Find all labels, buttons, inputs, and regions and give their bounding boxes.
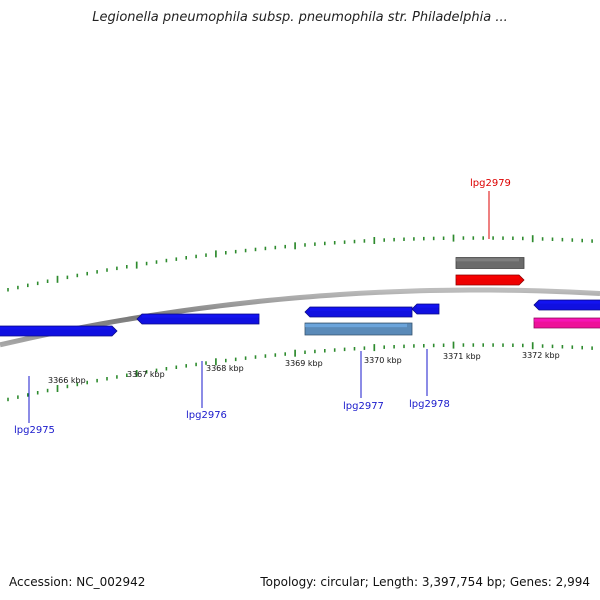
map-title: Legionella pneumophila subsp. pneumophil…: [92, 10, 508, 25]
gene-label-text: lpg2975: [14, 425, 55, 436]
gene-label-lpg2979[interactable]: lpg2979: [470, 178, 511, 239]
gene-feature[interactable]: [455, 257, 525, 269]
accession-text: Accession: NC_002942: [9, 575, 146, 589]
scale-label: 3368 kbp: [206, 364, 244, 373]
scale-label: 3367 kbp: [127, 370, 165, 379]
topology-text: Topology: circular; Length: 3,397,754 bp…: [260, 575, 590, 589]
outer-tick-row: [7, 234, 593, 292]
gene-label-lpg2976[interactable]: lpg2976: [186, 361, 227, 421]
scale-label: 3369 kbp: [285, 359, 323, 368]
gene-feature[interactable]: [304, 306, 413, 318]
gene-label-text: lpg2978: [409, 399, 450, 410]
genome-backbone: [0, 287, 600, 348]
scale-label: 3371 kbp: [443, 352, 481, 361]
gene-label-lpg2975[interactable]: lpg2975: [14, 376, 55, 436]
gene-feature[interactable]: [455, 274, 525, 286]
gene-label-lpg2978[interactable]: lpg2978: [409, 349, 450, 410]
gene-feature[interactable]: [533, 299, 600, 311]
scale-label: 3372 kbp: [522, 351, 560, 360]
gene-label-text: lpg2979: [470, 178, 511, 189]
gene-feature[interactable]: [411, 303, 440, 315]
gene-label-text: lpg2976: [186, 410, 227, 421]
gene-feature[interactable]: [0, 325, 118, 337]
gene-feature[interactable]: [304, 322, 413, 336]
gene-feature[interactable]: [136, 313, 260, 325]
scale-label: 3370 kbp: [364, 356, 402, 365]
scale-label: 3366 kbp: [48, 376, 86, 385]
gene-feature[interactable]: [533, 317, 600, 329]
inner-tick-row: [7, 341, 593, 402]
gene-label-text: lpg2977: [343, 401, 384, 412]
gene-label-lpg2977[interactable]: lpg2977: [343, 351, 384, 412]
